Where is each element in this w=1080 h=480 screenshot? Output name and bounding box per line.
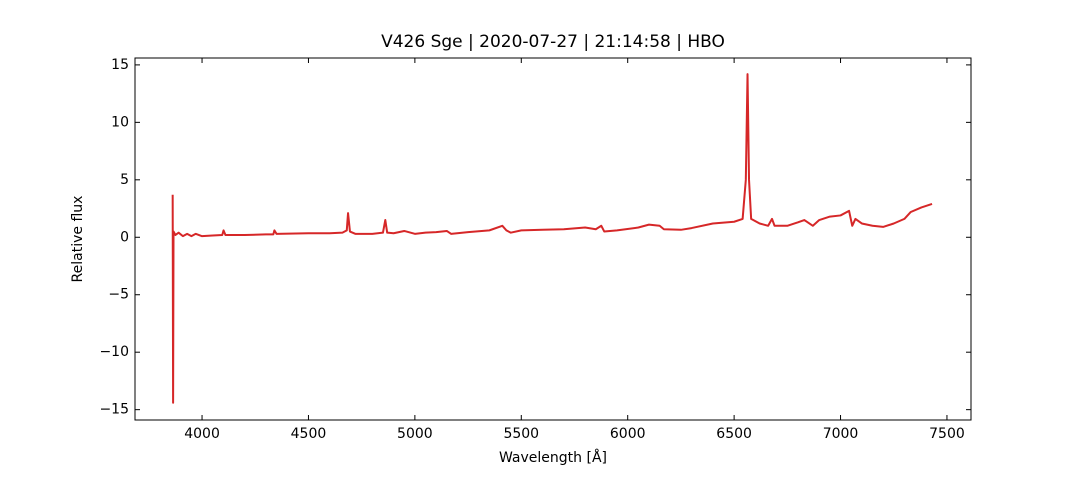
spectrum-line <box>171 73 933 404</box>
x-axis-label: Wavelength [Å] <box>499 449 607 466</box>
x-tick-label: 5500 <box>503 426 539 442</box>
y-tick-label: 5 <box>120 172 129 188</box>
plot-frame <box>134 57 972 421</box>
x-tick-label: 5000 <box>397 426 433 442</box>
x-tick-label: 7000 <box>823 426 859 442</box>
y-tick-label: 15 <box>111 57 129 73</box>
x-tick-label: 4000 <box>184 426 220 442</box>
y-tick-label: 10 <box>111 114 129 130</box>
x-tick-label: 4500 <box>291 426 327 442</box>
y-tick-label: −10 <box>99 344 129 360</box>
chart-title: V426 Sge | 2020-07-27 | 21:14:58 | HBO <box>381 32 725 52</box>
x-tick-label: 6000 <box>610 426 646 442</box>
x-tick-label: 7500 <box>929 426 965 442</box>
y-tick-label: −5 <box>108 287 129 303</box>
y-axis-label: Relative flux <box>70 196 86 283</box>
x-tick-label: 6500 <box>716 426 752 442</box>
y-tick-label: 0 <box>120 229 129 245</box>
y-tick-label: −15 <box>99 402 129 418</box>
